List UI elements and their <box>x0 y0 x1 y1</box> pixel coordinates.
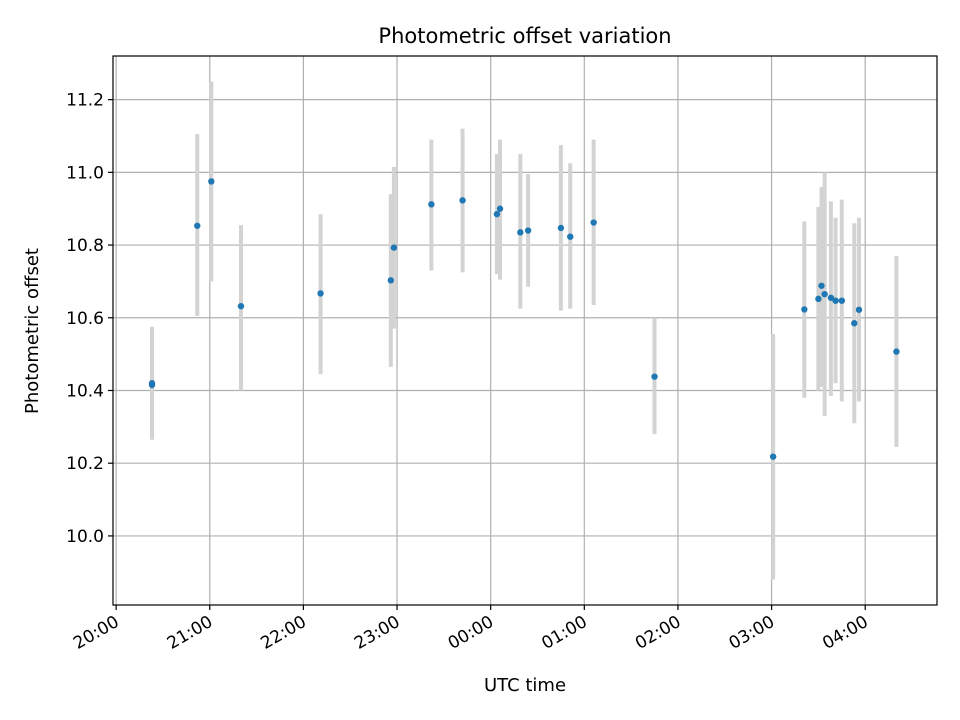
data-point <box>801 306 808 313</box>
data-point <box>208 178 215 185</box>
data-point <box>838 297 846 304</box>
data-point <box>517 229 524 236</box>
data-point <box>851 320 858 327</box>
y-axis-ticks: 10.0 10.2 10.4 10.6 10.8 11.0 11.2 <box>66 91 113 547</box>
y-tick-label: 10.4 <box>66 381 104 401</box>
grid <box>113 56 937 605</box>
data-point <box>194 222 201 229</box>
y-tick-label: 11.0 <box>66 163 104 183</box>
data-point <box>590 219 597 226</box>
data-point <box>459 197 466 204</box>
data-point <box>428 201 435 208</box>
y-tick-label: 10.0 <box>66 527 104 547</box>
data-point <box>893 348 900 355</box>
data-point <box>769 453 777 460</box>
data-points <box>148 178 900 460</box>
data-point <box>387 277 394 284</box>
data-point <box>855 306 863 313</box>
data-point <box>524 227 532 234</box>
data-point <box>317 290 324 297</box>
data-point <box>237 302 245 310</box>
y-tick-label: 10.6 <box>66 309 104 329</box>
y-tick-label: 10.2 <box>66 454 104 474</box>
data-point <box>390 244 398 251</box>
data-point <box>815 295 822 303</box>
data-point <box>818 282 825 289</box>
data-point <box>567 233 574 240</box>
data-point <box>827 294 835 301</box>
data-point <box>821 290 828 298</box>
y-axis-label: Photometric offset <box>22 248 43 414</box>
plot-frame <box>112 55 938 606</box>
data-point <box>651 373 658 380</box>
data-point <box>496 205 504 212</box>
chart-title: Photometric offset variation <box>378 24 671 48</box>
data-point <box>832 297 839 304</box>
x-axis-label: UTC time <box>484 675 566 696</box>
y-tick-label: 10.8 <box>66 236 104 256</box>
data-point <box>148 380 156 387</box>
data-point <box>557 224 565 232</box>
data-point <box>493 210 501 218</box>
y-tick-label: 11.2 <box>66 91 104 111</box>
